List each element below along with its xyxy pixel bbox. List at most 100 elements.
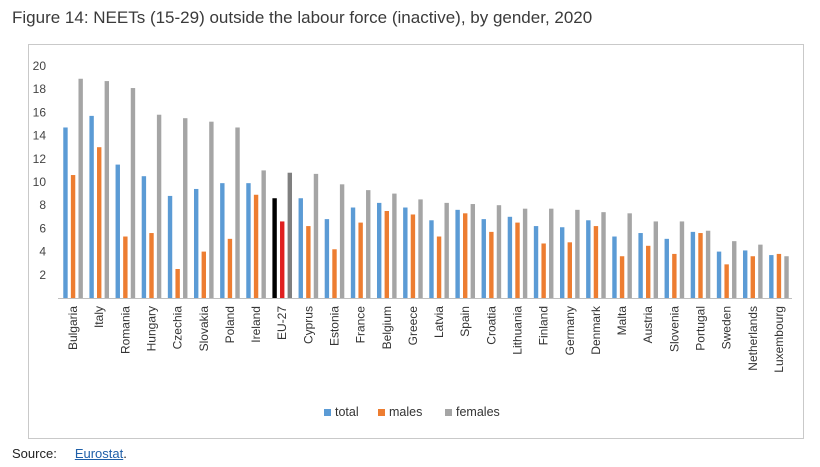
legend-label-females: females (456, 405, 500, 419)
bar-females-bulgaria (78, 78, 83, 298)
bar-females-luxembourg (784, 256, 789, 298)
x-tick-label: Ireland (249, 306, 263, 343)
y-tick-label: 10 (33, 175, 47, 189)
bar-total-estonia (324, 219, 330, 298)
bar-females-greece (418, 199, 423, 298)
bar-males-finland (541, 243, 546, 298)
bar-total-cyprus (298, 198, 303, 298)
bar-females-belgium (392, 193, 397, 298)
bar-females-hungary (156, 114, 162, 298)
x-tick-label: Spain (458, 306, 472, 337)
bar-males-luxembourg (776, 253, 782, 298)
bar-total-portugal (690, 231, 696, 298)
y-tick-label: 12 (33, 152, 47, 166)
legend: total males females (324, 405, 500, 419)
x-tick-label: Slovakia (197, 306, 211, 352)
bar-total-finland (533, 226, 539, 298)
x-tick-label: Denmark (589, 305, 603, 355)
x-tick-label: Italy (92, 306, 106, 328)
legend-swatch-total (324, 409, 331, 416)
bar-males-denmark (593, 226, 599, 298)
bar-females-france (366, 190, 371, 298)
bar-males-austria (646, 245, 651, 298)
source-link[interactable]: Eurostat (74, 446, 124, 461)
bar-females-slovenia (679, 221, 685, 298)
legend-swatch-females (445, 409, 452, 416)
x-tick-label: Netherlands (746, 306, 760, 371)
bar-males-germany (567, 242, 572, 298)
bar-males-croatia (489, 231, 494, 298)
bar-males-greece (410, 214, 416, 298)
x-tick-label: Czechia (171, 306, 185, 350)
bar-females-malta (627, 213, 632, 298)
bar-females-austria (653, 221, 659, 298)
bar-males-italy (97, 147, 102, 298)
bar-total-hungary (141, 176, 147, 298)
bar-males-sweden (724, 264, 729, 298)
bar-total-italy (89, 115, 94, 298)
bar-total-spain (455, 209, 460, 298)
bar-males-netherlands (750, 256, 755, 298)
bar-total-lithuania (507, 216, 513, 298)
x-tick-label: EU-27 (275, 306, 289, 340)
bar-females-romania (130, 88, 136, 298)
legend-swatch-males (378, 409, 385, 416)
source-row: Source: Eurostat. (12, 446, 127, 461)
bar-males-lithuania (515, 222, 520, 298)
bar-total-poland (220, 183, 225, 298)
bar-males-portugal (698, 233, 703, 298)
x-tick-label: Finland (537, 306, 551, 345)
x-tick-label: Latvia (432, 306, 446, 338)
bar-females-portugal (705, 230, 711, 298)
bar-total-greece (403, 207, 408, 298)
x-tick-label: France (354, 306, 368, 344)
y-tick-label: 2 (39, 268, 46, 282)
bar-females-slovakia (209, 121, 214, 299)
bar-total-slovenia (664, 238, 669, 298)
bar-females-netherlands (758, 244, 763, 298)
x-tick-label: Poland (223, 306, 237, 343)
y-tick-label: 6 (39, 221, 46, 235)
bar-total-bulgaria (63, 127, 68, 298)
figure-title: Figure 14: NEETs (15-29) outside the lab… (12, 8, 593, 27)
y-tick-label: 18 (33, 82, 47, 96)
bar-males-ireland (253, 194, 259, 298)
bar-males-czechia (175, 269, 180, 298)
x-tick-label: Luxembourg (772, 306, 786, 373)
bar-total-austria (638, 233, 643, 298)
x-tick-label: Cyprus (301, 306, 315, 344)
legend-label-males: males (389, 405, 422, 419)
legend-label-total: total (335, 405, 359, 419)
bar-females-croatia (496, 205, 502, 298)
y-tick-label: 4 (39, 245, 46, 259)
bar-males-france (358, 222, 363, 298)
bar-total-czechia (167, 195, 173, 298)
x-tick-label: Lithuania (511, 306, 525, 355)
bar-total-croatia (481, 219, 486, 298)
x-tick-label: Romania (118, 306, 132, 354)
x-tick-label: Germany (563, 306, 577, 355)
bar-total-eu-27 (272, 198, 277, 298)
bar-total-sweden (716, 251, 722, 298)
x-tick-label: Greece (406, 306, 420, 346)
bar-females-finland (549, 208, 554, 298)
x-tick-label: Belgium (380, 306, 394, 349)
source-suffix: . (123, 446, 127, 461)
x-axis: Bulgaria Italy Romania Hungary Czechia Slovak… (58, 298, 792, 373)
bar-females-italy (104, 81, 110, 298)
bar-total-netherlands (742, 250, 748, 298)
x-tick-label: Austria (641, 306, 655, 344)
bar-females-ireland (261, 170, 266, 298)
bar-males-hungary (149, 233, 154, 298)
bar-males-spain (463, 213, 468, 298)
bar-females-germany (575, 209, 580, 298)
bar-males-eu-27 (280, 221, 285, 298)
x-tick-label: Slovenia (667, 306, 681, 352)
bar-total-slovakia (193, 188, 199, 298)
y-tick-label: 20 (33, 59, 47, 73)
source-label: Source: (12, 446, 57, 461)
bar-males-latvia (436, 236, 442, 298)
bar-total-germany (559, 227, 565, 298)
y-axis: 2 4 6 8 10 12 14 16 18 20 (33, 59, 47, 282)
